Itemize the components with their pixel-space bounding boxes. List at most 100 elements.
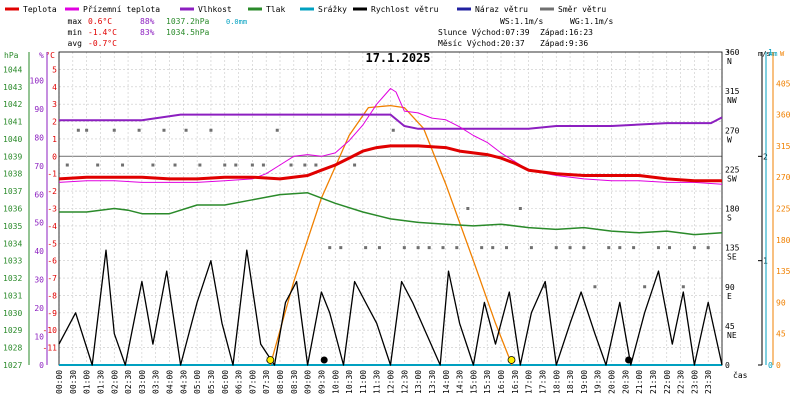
temp-tick: 0	[52, 152, 57, 161]
temp-tick: -7	[47, 274, 57, 283]
wind-direction-point	[234, 163, 238, 167]
direction-tick: 180	[725, 205, 740, 214]
wind-direction-point	[121, 163, 125, 167]
compass-label: NW	[727, 96, 737, 105]
pressure-tick: 1028	[3, 344, 22, 353]
pressure-tick: 1041	[3, 118, 22, 127]
direction-tick: 0	[725, 361, 730, 370]
pressure-tick: 1044	[3, 65, 22, 74]
compass-label: W	[727, 135, 732, 144]
temp-tick: 2	[52, 118, 57, 127]
humidity-tick: 70	[34, 162, 44, 171]
time-tick: 18:00	[552, 370, 561, 394]
temp-tick: -5	[47, 239, 57, 248]
series-solar	[269, 104, 513, 366]
humidity-tick: 90	[34, 105, 44, 114]
time-tick: 07:30	[262, 370, 271, 394]
wind-direction-point	[261, 163, 265, 167]
sunset-marker	[507, 356, 516, 364]
wind-direction-point	[137, 128, 141, 132]
wind-gust-info: WG:1.1m/s	[570, 17, 614, 26]
time-tick: 22:30	[677, 370, 686, 394]
temp-tick: -1	[47, 170, 57, 179]
time-tick: 20:00	[608, 370, 617, 394]
time-tick: 04:30	[179, 370, 188, 394]
time-tick: 09:00	[304, 370, 313, 394]
moonset-marker	[320, 356, 328, 364]
wind-direction-point	[377, 246, 381, 250]
time-tick: 20:30	[621, 370, 630, 394]
stats-rain: 0.0mm	[226, 18, 247, 26]
pressure-tick: 1031	[3, 291, 22, 300]
wind-direction-point	[198, 163, 202, 167]
wind-direction-point	[568, 246, 572, 250]
compass-label: SE	[727, 253, 737, 262]
wind-direction-point	[681, 285, 685, 289]
wind-direction-point	[250, 163, 254, 167]
humidity-tick: 0	[39, 361, 44, 370]
compass-label: N	[727, 57, 732, 66]
temp-tick: -9	[47, 309, 57, 318]
legend-label: Vlhkost	[198, 5, 232, 14]
time-tick: 10:30	[345, 370, 354, 394]
sun-set-info: Západ:16:23	[540, 28, 593, 37]
direction-tick: 360	[725, 48, 740, 57]
wind-direction-point	[441, 246, 445, 250]
wind-speed-info: WS:1.1m/s	[500, 17, 544, 26]
wind-direction-point	[391, 128, 395, 132]
axis-unit-degc: °C	[45, 51, 55, 60]
stats-label: max	[68, 17, 83, 26]
wind-direction-point	[173, 163, 177, 167]
chart-series	[58, 88, 723, 366]
time-tick: 21:30	[649, 370, 658, 394]
axis-unit-pct: %	[39, 51, 44, 60]
humidity-tick: 60	[34, 190, 44, 199]
wind-direction-point	[112, 128, 116, 132]
time-tick: 23:30	[704, 370, 713, 394]
wind-direction-point	[353, 163, 357, 167]
legend-label: Srážky	[318, 5, 347, 14]
time-tick: 12:00	[387, 370, 396, 394]
time-axis: 00:00 00:30 01:00 01:30 02:00 02:30 03:00 03:30…	[55, 370, 748, 394]
wind-direction-point	[275, 128, 279, 132]
temp-tick: -2	[47, 187, 57, 196]
humidity-tick: 10	[34, 333, 44, 342]
wind-direction-point	[427, 246, 431, 250]
sun-info: Slunce Východ:07:39	[438, 28, 530, 37]
direction-tick: 315	[725, 87, 740, 96]
wind-direction-point	[184, 128, 188, 132]
stats-temp: -1.4°C	[88, 28, 117, 37]
pressure-tick: 1034	[3, 239, 22, 248]
stats-label: min	[68, 28, 83, 37]
time-tick: 13:00	[414, 370, 423, 394]
temp-tick: -6	[47, 257, 57, 266]
pressure-tick: 1027	[3, 361, 22, 370]
temp-tick: -10	[43, 326, 58, 335]
wind-direction-point	[328, 246, 332, 250]
wind-direction-point	[543, 285, 547, 289]
temp-tick: 3	[52, 100, 57, 109]
pressure-tick: 1033	[3, 257, 22, 266]
chart-title: 17.1.2025	[365, 51, 430, 65]
time-tick: 17:00	[525, 370, 534, 394]
series-temperature	[58, 144, 722, 183]
wind-direction-point	[364, 246, 368, 250]
legend-label: Přízemní teplota	[83, 5, 160, 14]
axis-unit-ms: m/s	[758, 50, 771, 58]
pressure-tick: 1042	[3, 100, 22, 109]
direction-tick: 45	[725, 322, 735, 331]
solar-tick: 405	[776, 79, 791, 88]
rain-tick: 0	[768, 361, 773, 370]
temp-tick: -4	[47, 222, 57, 231]
stats-label: avg	[68, 39, 83, 48]
stats-humidity: 88%	[140, 17, 155, 26]
sunrise-marker	[266, 356, 275, 364]
direction-tick: 135	[725, 244, 740, 253]
stats-temp: -0.7°C	[88, 39, 117, 48]
legend-label: Rychlost větru	[371, 5, 439, 14]
time-tick: 05:30	[207, 370, 216, 394]
series-wind-speed	[58, 249, 723, 366]
wind-direction-point	[607, 246, 611, 250]
time-tick: 06:00	[221, 370, 230, 394]
humidity-tick: 80	[34, 133, 44, 142]
